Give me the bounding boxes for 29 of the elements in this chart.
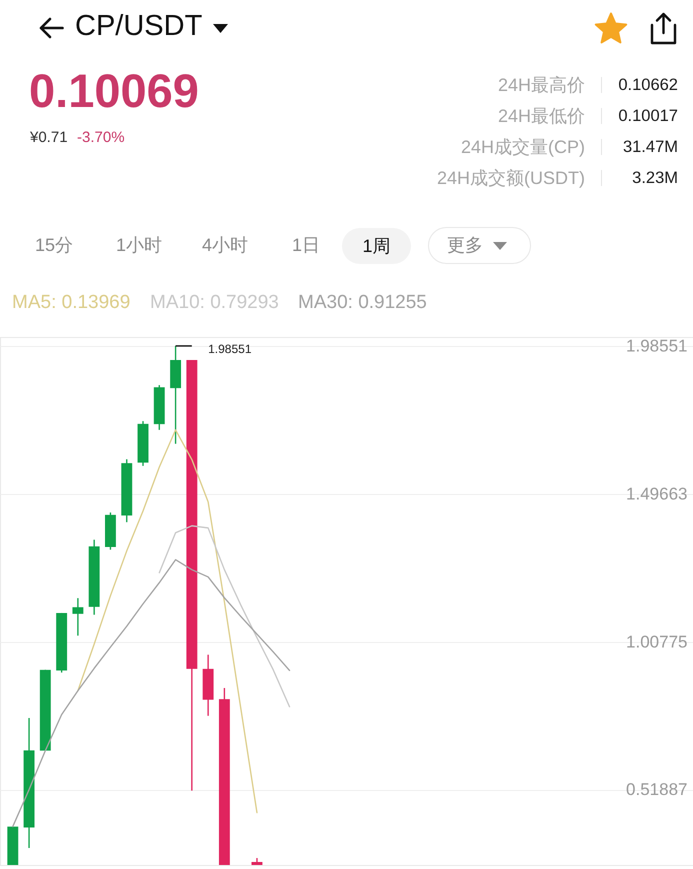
text: 4小时 [202,234,248,256]
y-tick-label: 0.51887 [626,780,688,800]
dropdown-pill: 更多 [428,227,531,264]
text: 24H最高价 [498,74,585,96]
candlestick [72,597,84,636]
text: 0.10662 [618,75,678,95]
line-series [12,559,290,828]
text: 0.10017 [618,106,678,126]
text: MA5: 0.13969 [12,292,130,313]
text: 0.10069 [29,64,199,117]
text: ¥0.71 [30,129,68,147]
line-series [158,525,290,708]
text: 1日 [292,234,320,256]
text: -3.70% [77,129,125,147]
text: 24H成交额(USDT) [436,167,585,189]
text: 1小时 [116,234,162,256]
y-tick-label: 1.49663 [626,484,688,504]
chart-title: CP/USDT [75,9,202,43]
line-series [77,429,258,814]
y-tick-label: 1.98551 [626,336,688,356]
text: 15分 [35,234,74,256]
y-tick-label: 1.00775 [626,632,688,652]
text: 24H成交量(CP) [460,136,585,158]
text: MA30: 0.91255 [298,292,427,313]
tab-pill: 1周 [342,228,411,264]
annotation: 1.98551 [208,342,252,356]
text: 3.23M [632,168,678,188]
text: 31.47M [622,137,678,157]
text: 24H最低价 [498,105,585,127]
